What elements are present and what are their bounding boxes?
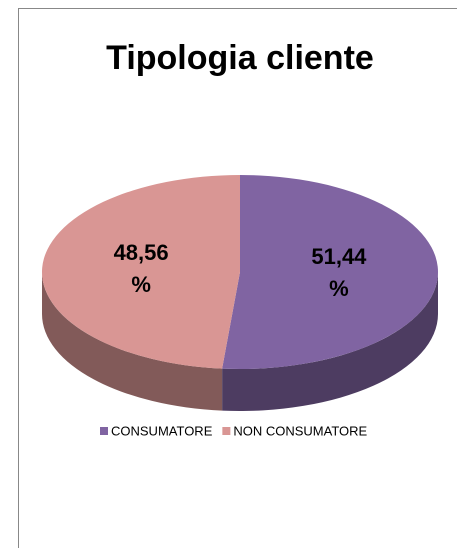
pie-side bbox=[42, 272, 223, 411]
legend-label: CONSUMATORE bbox=[111, 423, 213, 438]
chart-title: Tipologia cliente bbox=[106, 39, 374, 77]
pie-side bbox=[222, 272, 438, 411]
data-label: 51,44% bbox=[311, 244, 367, 301]
legend-swatch bbox=[222, 427, 231, 435]
data-label: 48,56% bbox=[114, 240, 169, 297]
legend-swatch bbox=[100, 427, 108, 435]
pie-slice bbox=[41, 175, 241, 369]
legend-label: NON CONSUMATORE bbox=[233, 423, 367, 438]
pie-slice bbox=[222, 175, 438, 369]
